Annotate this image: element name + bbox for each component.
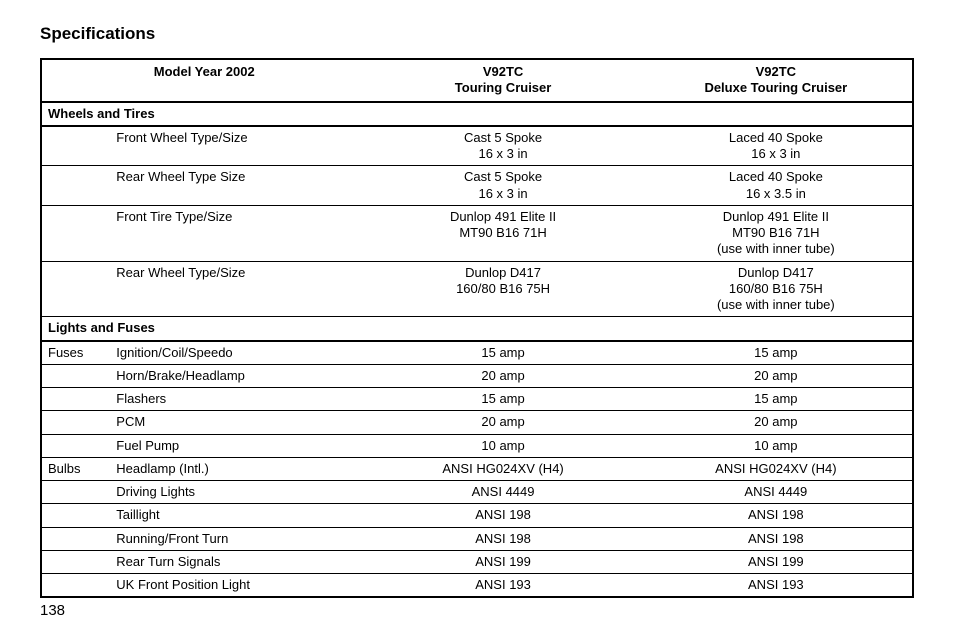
table-row: Running/Front TurnANSI 198ANSI 198	[41, 527, 913, 550]
row-value-2: ANSI 198	[640, 527, 913, 550]
row-category	[41, 550, 110, 573]
table-body: Wheels and TiresFront Wheel Type/SizeCas…	[41, 102, 913, 598]
row-value-1: 20 amp	[366, 411, 639, 434]
row-value-1: ANSI 198	[366, 527, 639, 550]
row-value-2: 15 amp	[640, 341, 913, 365]
row-label: Front Tire Type/Size	[110, 205, 366, 261]
row-value-2: ANSI 199	[640, 550, 913, 573]
header-v2-l1: V92TC	[756, 64, 796, 79]
table-header-row: Model Year 2002 V92TC Touring Cruiser V9…	[41, 59, 913, 102]
table-row: Driving LightsANSI 4449ANSI 4449	[41, 481, 913, 504]
row-category	[41, 364, 110, 387]
row-value-1: 15 amp	[366, 388, 639, 411]
table-row: BulbsHeadlamp (Intl.)ANSI HG024XV (H4)AN…	[41, 457, 913, 480]
table-row: Rear Wheel Type SizeCast 5 Spoke16 x 3 i…	[41, 166, 913, 206]
table-row: FusesIgnition/Coil/Speedo15 amp15 amp	[41, 341, 913, 365]
table-row: TaillightANSI 198ANSI 198	[41, 504, 913, 527]
table-row: Fuel Pump10 amp10 amp	[41, 434, 913, 457]
header-v2-l2: Deluxe Touring Cruiser	[704, 80, 847, 95]
row-category	[41, 481, 110, 504]
row-value-1: 15 amp	[366, 341, 639, 365]
header-variant-1: V92TC Touring Cruiser	[366, 59, 639, 102]
row-label: Rear Wheel Type Size	[110, 166, 366, 206]
row-category	[41, 434, 110, 457]
row-category: Fuses	[41, 341, 110, 365]
row-value-2: 15 amp	[640, 388, 913, 411]
row-value-2: Dunlop D417160/80 B16 75H(use with inner…	[640, 261, 913, 317]
header-model-year: Model Year 2002	[41, 59, 366, 102]
row-label: Rear Turn Signals	[110, 550, 366, 573]
row-value-1: 20 amp	[366, 364, 639, 387]
row-value-2: Laced 40 Spoke16 x 3 in	[640, 126, 913, 166]
row-label: Fuel Pump	[110, 434, 366, 457]
row-label: Driving Lights	[110, 481, 366, 504]
header-v1-l1: V92TC	[483, 64, 523, 79]
row-value-1: Cast 5 Spoke16 x 3 in	[366, 166, 639, 206]
header-variant-2: V92TC Deluxe Touring Cruiser	[640, 59, 913, 102]
row-value-2: 20 amp	[640, 364, 913, 387]
table-row: Rear Turn SignalsANSI 199ANSI 199	[41, 550, 913, 573]
row-label: Flashers	[110, 388, 366, 411]
row-category	[41, 388, 110, 411]
row-value-1: ANSI 193	[366, 574, 639, 598]
page-number: 138	[40, 602, 914, 619]
row-value-1: Dunlop D417160/80 B16 75H	[366, 261, 639, 317]
row-category	[41, 504, 110, 527]
row-value-2: Laced 40 Spoke16 x 3.5 in	[640, 166, 913, 206]
row-category	[41, 527, 110, 550]
section-header-wheels: Wheels and Tires	[41, 102, 913, 126]
row-value-1: 10 amp	[366, 434, 639, 457]
table-row: Flashers15 amp15 amp	[41, 388, 913, 411]
row-value-1: ANSI 198	[366, 504, 639, 527]
row-value-2: ANSI 193	[640, 574, 913, 598]
row-value-2: 20 amp	[640, 411, 913, 434]
row-category: Bulbs	[41, 457, 110, 480]
row-label: Rear Wheel Type/Size	[110, 261, 366, 317]
section-header-lights: Lights and Fuses	[41, 317, 913, 341]
row-value-1: Cast 5 Spoke16 x 3 in	[366, 126, 639, 166]
row-value-2: Dunlop 491 Elite IIMT90 B16 71H(use with…	[640, 205, 913, 261]
row-category	[41, 411, 110, 434]
row-label: Running/Front Turn	[110, 527, 366, 550]
table-row: UK Front Position LightANSI 193ANSI 193	[41, 574, 913, 598]
row-value-1: ANSI 199	[366, 550, 639, 573]
specifications-table: Model Year 2002 V92TC Touring Cruiser V9…	[40, 58, 914, 598]
row-label: Horn/Brake/Headlamp	[110, 364, 366, 387]
row-value-2: ANSI 198	[640, 504, 913, 527]
page-title: Specifications	[40, 24, 914, 44]
row-category	[41, 574, 110, 598]
table-row: Front Wheel Type/SizeCast 5 Spoke16 x 3 …	[41, 126, 913, 166]
row-value-2: ANSI 4449	[640, 481, 913, 504]
table-row: Front Tire Type/SizeDunlop 491 Elite IIM…	[41, 205, 913, 261]
row-value-1: ANSI HG024XV (H4)	[366, 457, 639, 480]
row-value-2: ANSI HG024XV (H4)	[640, 457, 913, 480]
row-label: UK Front Position Light	[110, 574, 366, 598]
row-label: Headlamp (Intl.)	[110, 457, 366, 480]
row-value-1: Dunlop 491 Elite IIMT90 B16 71H	[366, 205, 639, 261]
row-value-1: ANSI 4449	[366, 481, 639, 504]
row-label: Ignition/Coil/Speedo	[110, 341, 366, 365]
row-label: Taillight	[110, 504, 366, 527]
row-label: PCM	[110, 411, 366, 434]
header-v1-l2: Touring Cruiser	[455, 80, 552, 95]
table-row: Horn/Brake/Headlamp20 amp20 amp	[41, 364, 913, 387]
table-row: Rear Wheel Type/SizeDunlop D417160/80 B1…	[41, 261, 913, 317]
row-label: Front Wheel Type/Size	[110, 126, 366, 166]
row-value-2: 10 amp	[640, 434, 913, 457]
table-row: PCM20 amp20 amp	[41, 411, 913, 434]
